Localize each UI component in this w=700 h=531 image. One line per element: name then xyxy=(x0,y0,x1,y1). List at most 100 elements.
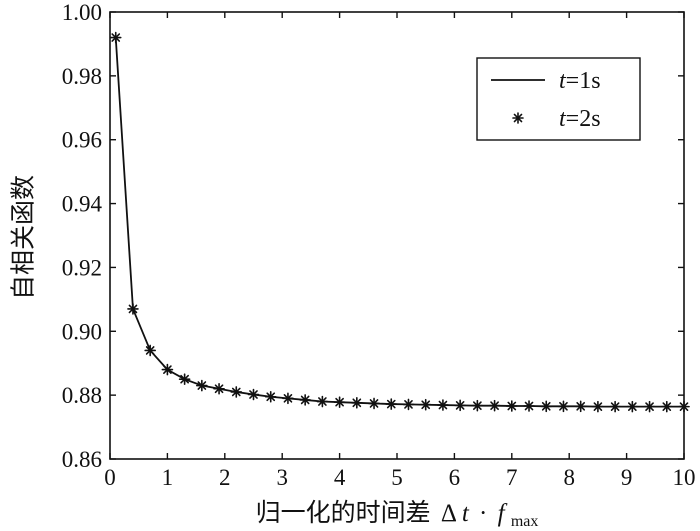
y-tick-label: 0.90 xyxy=(62,319,102,344)
series-layer xyxy=(109,31,690,413)
data-point xyxy=(454,399,466,412)
data-point xyxy=(230,386,243,398)
x-axis-title-text: 归一化的时间差 xyxy=(256,499,431,527)
x-tick-label: 4 xyxy=(334,465,346,490)
y-tick-label: 0.96 xyxy=(62,128,102,153)
x-axis-title-sub: max xyxy=(511,513,539,530)
marker-stroke xyxy=(559,401,568,411)
y-tick-label: 1.00 xyxy=(62,0,102,25)
marker-stroke xyxy=(628,402,637,411)
data-point xyxy=(512,112,524,124)
data-point xyxy=(333,396,346,408)
marker-stroke xyxy=(386,399,396,409)
marker-stroke xyxy=(610,402,620,411)
x-tick-label: 6 xyxy=(449,465,461,490)
data-point xyxy=(505,400,518,412)
y-tick-label: 0.98 xyxy=(62,64,102,89)
data-point xyxy=(247,388,260,401)
data-point xyxy=(282,392,294,405)
marker-stroke xyxy=(541,401,551,411)
x-axis-title-t: t xyxy=(462,500,470,527)
series-line xyxy=(114,37,684,408)
data-point xyxy=(540,400,553,413)
x-tick-label: 9 xyxy=(621,465,633,490)
legend-label-rest: =1s xyxy=(566,68,601,94)
data-point xyxy=(643,400,656,413)
data-point xyxy=(574,400,587,413)
marker-stroke xyxy=(593,402,603,411)
data-point xyxy=(161,363,174,376)
series-markers xyxy=(109,31,690,413)
marker-stroke xyxy=(490,401,499,411)
marker-stroke xyxy=(300,395,310,405)
x-tick-label: 10 xyxy=(673,465,696,490)
x-axis-title-delta: Δ xyxy=(441,500,457,527)
x-tick-label: 7 xyxy=(506,465,518,490)
x-axis-title-dot: · xyxy=(479,500,487,527)
data-point xyxy=(592,400,604,413)
legend-label: t=2s xyxy=(559,106,601,132)
marker-stroke xyxy=(128,304,138,314)
marker-stroke xyxy=(197,381,207,390)
marker-stroke xyxy=(352,398,362,408)
x-axis-title-f: f xyxy=(498,500,508,527)
legend-label-var: t xyxy=(559,68,567,94)
marker-stroke xyxy=(249,390,258,399)
y-axis: 0.86 0.88 0.90 0.92 0.94 0.96 0.98 1.00 xyxy=(62,0,684,472)
legend-label: t=1s xyxy=(559,68,601,94)
data-point xyxy=(299,394,311,406)
y-tick-label: 0.86 xyxy=(62,447,102,472)
data-point xyxy=(351,397,363,409)
data-point xyxy=(109,31,122,44)
data-point xyxy=(437,399,449,411)
data-point xyxy=(678,400,690,413)
x-axis-title: 归一化的时间差 Δ t · f max xyxy=(256,499,539,530)
data-point xyxy=(419,398,432,411)
marker-stroke xyxy=(335,397,344,407)
data-point xyxy=(385,398,398,410)
marker-stroke xyxy=(679,402,689,411)
marker-stroke xyxy=(266,392,276,402)
data-point xyxy=(213,382,225,395)
legend-label-rest: =2s xyxy=(566,106,601,132)
y-axis-title: 自相关函数 xyxy=(10,175,38,300)
data-point xyxy=(557,400,570,413)
data-point xyxy=(127,303,139,315)
marker-stroke xyxy=(576,401,586,411)
data-point xyxy=(626,400,639,413)
y-tick-label: 0.88 xyxy=(62,383,102,408)
marker-stroke xyxy=(369,399,379,408)
marker-stroke xyxy=(438,400,448,410)
x-tick-label: 2 xyxy=(219,465,231,490)
data-point xyxy=(471,399,484,412)
y-tick-label: 0.94 xyxy=(62,192,103,217)
legend-label-var: t xyxy=(559,106,567,132)
marker-stroke xyxy=(404,400,413,409)
legend: t=1st=2s xyxy=(476,57,641,141)
x-tick-label: 5 xyxy=(391,465,403,490)
marker-stroke xyxy=(214,384,224,394)
data-point xyxy=(660,400,673,413)
data-point xyxy=(144,344,156,357)
marker-stroke xyxy=(507,401,517,411)
marker-stroke xyxy=(524,401,534,411)
marker-stroke xyxy=(111,33,121,42)
marker-stroke xyxy=(231,387,241,397)
data-point xyxy=(402,398,415,411)
marker-stroke xyxy=(645,402,654,411)
marker-stroke xyxy=(421,400,431,410)
marker-stroke xyxy=(283,394,293,403)
marker-stroke xyxy=(455,401,465,410)
data-point xyxy=(609,400,621,413)
marker-stroke xyxy=(513,113,523,123)
data-point xyxy=(196,379,208,392)
x-tick-label: 8 xyxy=(563,465,575,490)
marker-stroke xyxy=(180,374,189,384)
legend-box xyxy=(476,57,641,141)
data-point xyxy=(368,397,380,410)
marker-stroke xyxy=(662,402,672,411)
marker-stroke xyxy=(318,397,327,406)
marker-stroke xyxy=(145,346,155,355)
data-point xyxy=(523,400,535,412)
